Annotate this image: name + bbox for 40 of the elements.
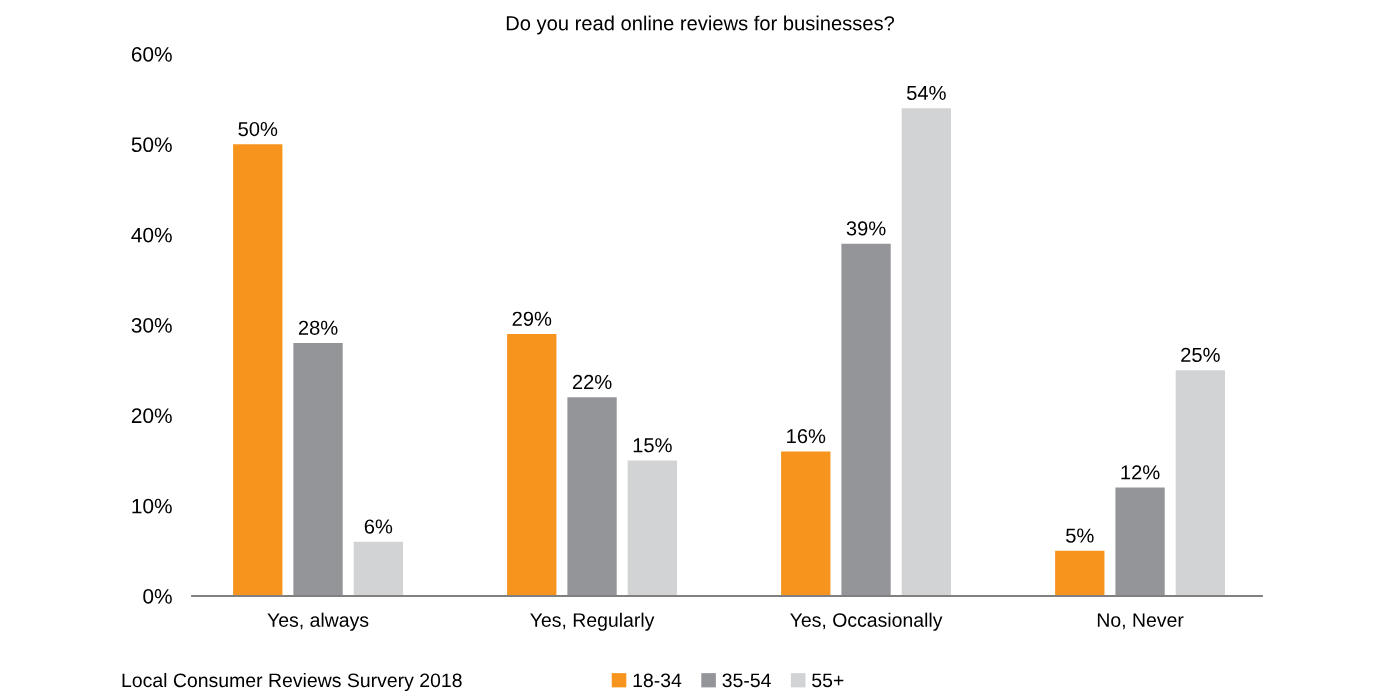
- legend-label: 18-34: [633, 673, 682, 688]
- y-tick-label: 0%: [143, 589, 172, 604]
- bar: [901, 108, 951, 596]
- data-label: 6%: [364, 519, 393, 534]
- data-label: 54%: [906, 85, 946, 101]
- legend-label: 55+: [812, 673, 844, 688]
- bar: [353, 541, 403, 596]
- bar: [293, 343, 343, 596]
- y-tick-label: 10%: [132, 498, 172, 514]
- chart-title: Do you read online reviews for businesses?: [506, 15, 895, 35]
- data-label: 29%: [512, 311, 552, 326]
- data-label: 16%: [787, 429, 826, 444]
- data-label: 5%: [1066, 528, 1094, 543]
- x-tick-label: Yes, always: [267, 612, 369, 631]
- legend-label: 35-54: [722, 673, 771, 688]
- text: Local Consumer Reviews Survery 2018: [122, 672, 462, 692]
- bar: [1055, 550, 1105, 596]
- bar: [1115, 487, 1165, 596]
- data-label: 15%: [633, 438, 672, 453]
- bar: [781, 451, 831, 596]
- x-tick-label: Yes, Occasionally: [790, 612, 943, 631]
- bar: [507, 334, 557, 596]
- data-label: 22%: [572, 374, 612, 390]
- bar: [841, 243, 891, 596]
- bar: [233, 144, 283, 596]
- x-tick-label: No, Never: [1097, 613, 1184, 630]
- data-label: 28%: [298, 320, 338, 335]
- data-label: 25%: [1181, 347, 1220, 363]
- data-label: 39%: [846, 221, 886, 236]
- data-label: 12%: [1121, 465, 1160, 480]
- bar: [567, 397, 617, 596]
- y-tick-label: 30%: [131, 318, 172, 333]
- bar: [1175, 370, 1226, 596]
- data-label: 50%: [238, 121, 278, 137]
- y-tick-label: 60%: [131, 47, 172, 62]
- y-tick-label: 50%: [131, 137, 172, 153]
- bar: [627, 460, 677, 596]
- y-tick-label: 40%: [131, 227, 172, 243]
- x-tick-label: Yes, Regularly: [530, 612, 655, 631]
- y-tick-label: 20%: [131, 408, 172, 424]
